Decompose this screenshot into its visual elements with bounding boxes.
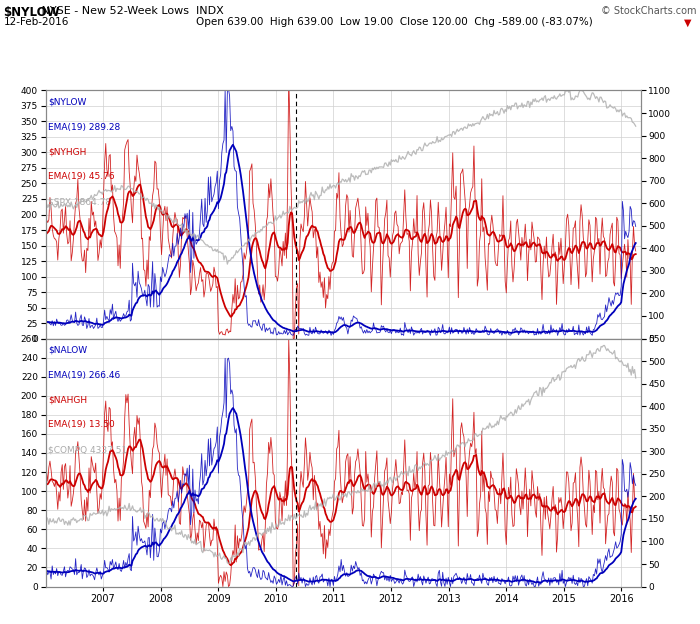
Text: EMA(19) 13.50: EMA(19) 13.50	[48, 421, 116, 429]
Text: ▼: ▼	[684, 17, 692, 27]
Text: $NALOW: $NALOW	[48, 346, 88, 355]
Text: $COMPQ 4337.51: $COMPQ 4337.51	[48, 445, 127, 454]
Text: $NYLOW: $NYLOW	[4, 6, 60, 19]
Text: Open 639.00  High 639.00  Low 19.00  Close 120.00  Chg -589.00 (-83.07%): Open 639.00 High 639.00 Low 19.00 Close …	[196, 17, 593, 27]
Text: 12-Feb-2016: 12-Feb-2016	[4, 17, 69, 27]
Text: $NYLOW: $NYLOW	[48, 98, 87, 107]
Text: EMA(19) 45.76: EMA(19) 45.76	[48, 172, 115, 182]
Text: $NYHGH: $NYHGH	[48, 147, 87, 157]
Text: EMA(19) 266.46: EMA(19) 266.46	[48, 371, 120, 380]
Text: NYSE - New 52-Week Lows  INDX: NYSE - New 52-Week Lows INDX	[38, 6, 224, 16]
Text: © StockCharts.com: © StockCharts.com	[601, 6, 696, 16]
Text: $SPX 1864.78: $SPX 1864.78	[48, 197, 111, 206]
Text: EMA(19) 289.28: EMA(19) 289.28	[48, 123, 120, 132]
Text: $NAHGH: $NAHGH	[48, 396, 88, 404]
